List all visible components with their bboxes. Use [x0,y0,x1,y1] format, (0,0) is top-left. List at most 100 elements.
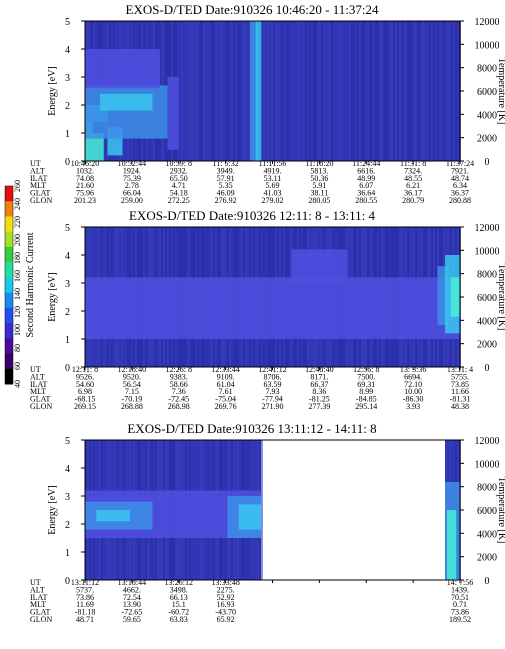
table-cell: 11.69 [76,600,94,609]
table-cell: 52.92 [217,593,235,602]
spectrogram-texture [361,21,363,161]
table-cell: 73.86 [76,593,94,602]
colorbar-tick-label: 60 [13,362,22,370]
table-cell: -60.72 [168,608,189,617]
spectrogram-texture [341,21,343,161]
table-cell: 12:41:12 [258,365,286,374]
spectrogram-texture [451,21,453,161]
colorbar-segment [5,323,13,339]
spectrogram-texture [275,21,277,161]
table-cell: 12:33:44 [211,365,239,374]
table-cell: 7921. [451,166,469,175]
table-cell: 6.07 [359,181,373,190]
spectrogram-texture [379,21,381,161]
spectrogram-texture [345,21,347,161]
spectrogram-texture [199,21,201,161]
spectrogram-texture [289,21,291,161]
table-cell: 13.90 [123,600,141,609]
spectrogram-texture [369,21,371,161]
table-cell: 2275. [217,585,235,594]
row-label: GLON [30,402,52,411]
spectrogram-texture [285,21,287,161]
table-cell: 276.92 [215,196,237,205]
table-cell: 272.25 [168,196,190,205]
spectrogram-texture [427,21,429,161]
spectrogram-texture [335,21,337,161]
table-cell: 1439. [451,585,469,594]
y-right-tick-label: 10000 [475,459,500,470]
table-cell: 5755. [451,372,469,381]
spectrogram-texture [307,21,309,161]
spectrogram-texture [423,21,425,161]
table-cell: 70.51 [451,593,469,602]
spectrogram-texture [417,21,419,161]
table-cell: 13:18:44 [118,578,146,587]
colorbar-tick-label: 160 [13,270,22,282]
spectrogram-texture [445,21,447,161]
spectrogram-texture [425,21,427,161]
y-tick-label: 3 [65,492,70,503]
spectrogram-texture [299,21,301,161]
spectrogram-texture [413,21,415,161]
y-right-tick-label: 10000 [475,246,500,257]
spectrogram-texture [419,21,421,161]
table-cell: 9109. [217,372,235,381]
table-cell: 36.64 [357,189,375,198]
y-tick-label: 0 [65,576,70,587]
table-cell: 12:56: 8 [353,365,379,374]
spectrogram-texture [325,21,327,161]
spectrogram-texture [323,21,325,161]
spectrogram-texture [443,21,445,161]
colorbar-segment [5,201,13,217]
table-cell: 0.71 [453,600,467,609]
spectrogram-texture [297,21,299,161]
spectrogram-texture [395,21,397,161]
table-cell: 11:31: 8 [400,159,426,168]
row-label: ALT [30,372,45,381]
table-cell: 8706. [264,372,282,381]
spectrogram-texture [267,21,269,161]
spectrogram-feature [450,277,460,317]
spectrogram-texture [401,21,403,161]
spectrogram-texture [277,21,279,161]
table-cell: 10:59: 8 [166,159,192,168]
spectrogram-texture [347,21,349,161]
colorbar-segment [5,368,13,385]
table-cell: 9520. [123,372,141,381]
table-cell: 48.71 [76,615,94,624]
table-cell: 2.78 [125,181,139,190]
table-cell: 11: 5:32 [213,159,239,168]
spectrogram-texture [239,21,241,161]
row-label: ILAT [30,380,47,389]
spectrogram-texture [339,21,341,161]
table-cell: -81.18 [75,608,96,617]
colorbar-tick-label: 200 [13,234,22,246]
spectrogram-texture [225,21,227,161]
y-right-tick-label: 2000 [477,134,497,145]
table-cell: 4919. [264,166,282,175]
table-cell: 54.18 [170,189,188,198]
table-cell: 61.04 [217,380,235,389]
spectrogram-texture [295,21,297,161]
table-cell: 6.21 [406,181,420,190]
colorbar-segment [5,338,13,355]
table-cell: 66.37 [310,380,328,389]
spectrogram-texture [231,21,233,161]
spectrogram-texture [265,21,267,161]
y-right-tick-label: 6000 [477,506,497,517]
table-cell: 48.74 [451,174,469,183]
table-cell: 36.17 [404,189,422,198]
row-label: GLAT [30,395,51,404]
spectrogram-texture [383,21,385,161]
table-cell: 57.91 [217,174,235,183]
table-cell: 3.93 [406,402,420,411]
spectrogram-texture [343,21,345,161]
y-tick-label: 4 [65,45,70,56]
y-right-axis-label: Temperature [K] [496,477,505,544]
table-cell: 1032. [76,166,94,175]
table-cell: 8171. [310,372,328,381]
y-right-tick-label: 6000 [477,293,497,304]
table-cell: 7500. [357,372,375,381]
panel-title: EXOS-D/TED Date:910326 13:11:12 - 14:11:… [127,421,376,436]
table-cell: 15.1 [172,600,186,609]
